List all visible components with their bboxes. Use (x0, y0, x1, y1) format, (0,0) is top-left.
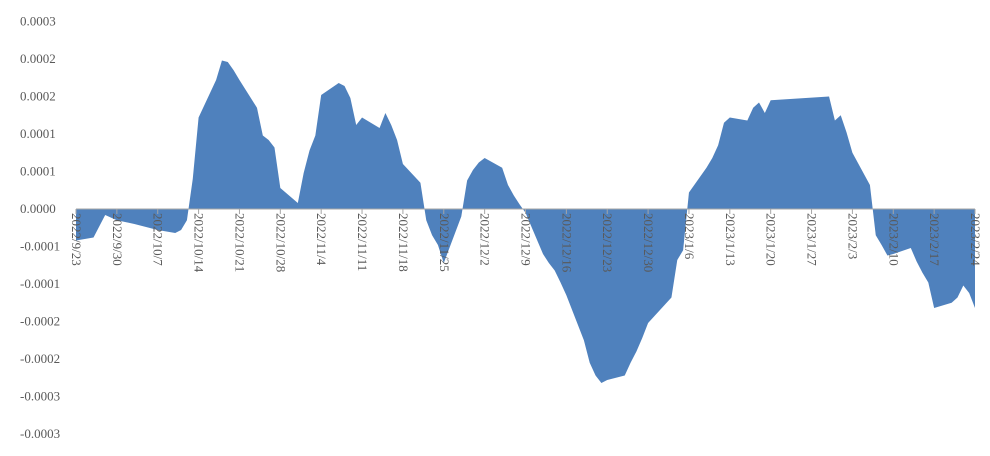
x-tick-label: 2022/11/25 (437, 213, 452, 272)
x-tick-label: 2022/9/30 (110, 213, 125, 266)
x-tick-label: 2022/11/18 (396, 213, 411, 272)
y-tick-label: -0.0002 (20, 351, 60, 366)
x-tick-label: 2022/10/7 (151, 213, 166, 266)
x-tick-label: 2022/10/28 (273, 213, 288, 272)
x-tick-label: 2023/2/10 (886, 213, 901, 266)
x-tick-label: 2022/11/11 (355, 213, 370, 271)
y-tick-label: -0.0001 (20, 276, 60, 291)
x-tick-label: 2022/12/2 (478, 213, 493, 266)
y-tick-label: 0.0002 (20, 89, 56, 104)
x-tick-marks (75, 209, 976, 214)
x-tick-label: 2022/9/23 (69, 213, 84, 266)
data-area (76, 60, 975, 383)
y-tick-label: 0.0003 (20, 14, 56, 29)
x-tick-label: 2022/10/21 (232, 213, 247, 272)
y-tick-label: 0.0002 (20, 51, 56, 66)
x-tick-label: 2023/2/17 (927, 213, 942, 266)
y-tick-label: -0.0002 (20, 314, 60, 329)
x-tick-label: 2022/12/23 (600, 213, 615, 272)
y-tick-label: 0.0001 (20, 126, 56, 141)
y-tick-label: -0.0003 (20, 389, 60, 404)
y-tick-labels: 0.0003 0.0002 0.0002 0.0001 0.0001 0.0000 -0.0… (20, 14, 60, 442)
y-tick-label: -0.0001 (20, 239, 60, 254)
x-tick-labels: 2022/9/23 2022/9/30 2022/10/7 2022/10/14 202… (69, 213, 983, 273)
x-tick-label: 2022/11/4 (314, 213, 329, 266)
x-tick-label: 2023/2/24 (968, 213, 983, 266)
x-tick-label: 2023/1/20 (764, 213, 779, 266)
y-tick-label: 0.0001 (20, 164, 56, 179)
x-tick-label: 2023/1/6 (682, 213, 697, 260)
y-tick-label: 0.0000 (20, 201, 56, 216)
x-tick-label: 2022/12/9 (519, 213, 534, 266)
x-tick-label: 2023/1/27 (805, 213, 820, 266)
x-tick-label: 2023/2/3 (845, 213, 860, 259)
x-tick-label: 2022/12/16 (559, 213, 574, 273)
x-tick-label: 2022/10/14 (192, 213, 207, 273)
x-tick-label: 2023/1/13 (723, 213, 738, 266)
y-tick-label: -0.0003 (20, 426, 60, 441)
x-tick-label: 2022/12/30 (641, 213, 656, 272)
